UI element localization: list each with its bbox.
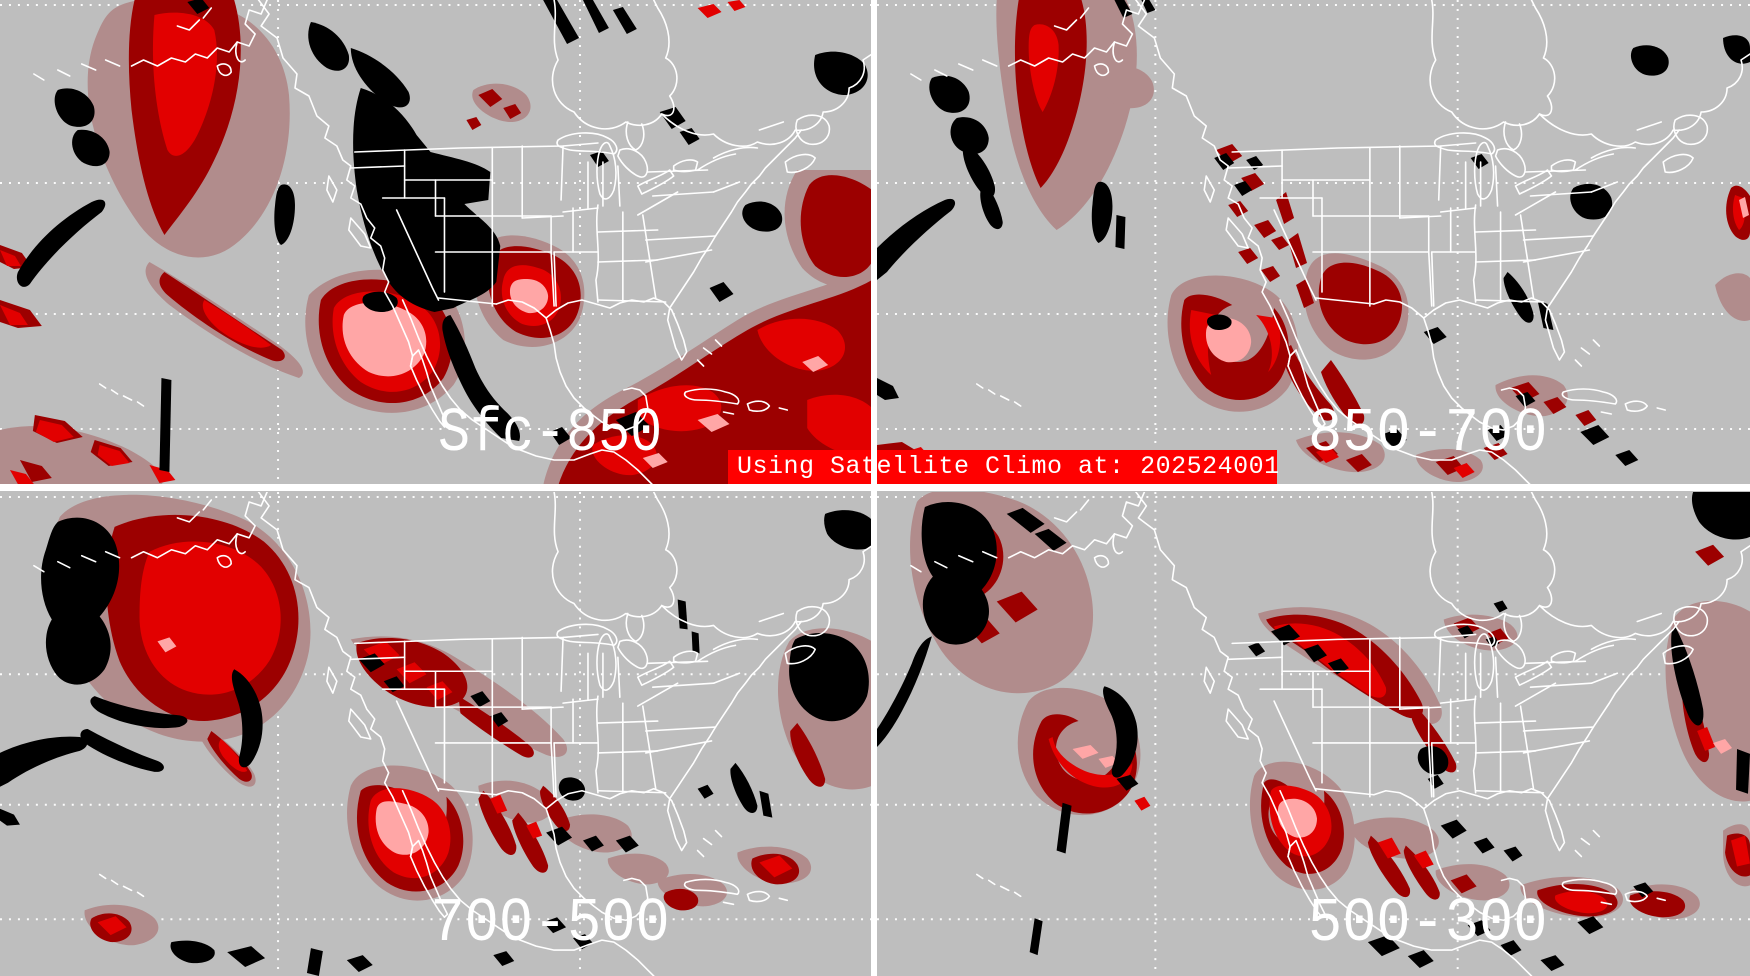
moisture-data-sfc-850: [0, 0, 872, 486]
map-850-700: 850-700: [877, 0, 1750, 486]
panel-sfc-850: Sfc-850: [0, 0, 872, 486]
map-sfc-850: Sfc-850: [0, 0, 872, 486]
panel-label-700-500: 700-500: [431, 889, 670, 959]
panel-850-700: 850-700: [877, 0, 1750, 486]
map-500-300: 500-300: [877, 492, 1750, 976]
panel-label-850-700: 850-700: [1308, 398, 1547, 469]
status-banner-text: Using Satellite Climo at: 202524001: [737, 452, 1280, 481]
panel-label-sfc-850: Sfc-850: [438, 398, 662, 469]
panel-divider-vertical: [871, 0, 877, 976]
panel-500-300: 500-300: [877, 492, 1750, 976]
panel-700-500: 700-500: [0, 492, 872, 976]
status-banner: Using Satellite Climo at: 202524001: [728, 450, 1280, 484]
map-700-500: 700-500: [0, 492, 872, 976]
panel-label-500-300: 500-300: [1308, 889, 1547, 959]
